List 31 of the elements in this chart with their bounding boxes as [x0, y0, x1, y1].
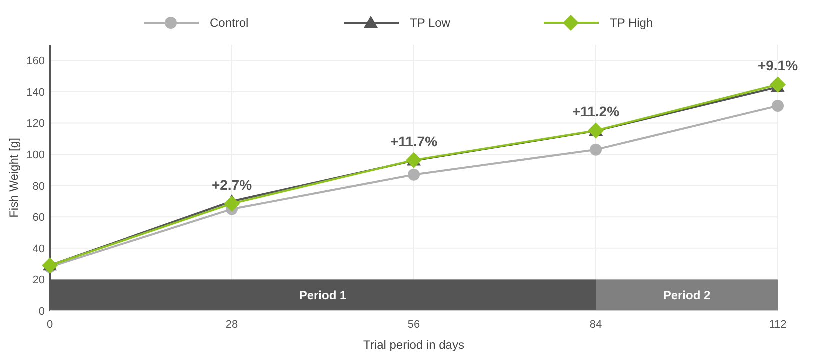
point	[224, 196, 240, 212]
y-tick-label: 0	[38, 306, 45, 318]
x-tick-label: 112	[769, 319, 787, 331]
point	[590, 144, 602, 156]
x-tick-label: 56	[408, 319, 420, 331]
legend-label: TP High	[610, 16, 654, 30]
annotation: +11.2%	[572, 104, 620, 120]
x-tick-label: 28	[226, 319, 238, 331]
annotation: +11.7%	[390, 133, 438, 150]
y-tick-label: 20	[32, 274, 45, 287]
point	[770, 76, 786, 93]
y-tick-label: 120	[26, 118, 45, 130]
y-tick-label: 40	[32, 243, 45, 256]
y-tick-label: 160	[26, 56, 45, 68]
y-tick-label: 100	[26, 150, 45, 162]
y-tick-label: 140	[26, 86, 45, 99]
y-axis-title: Fish Weight [g]	[7, 138, 21, 218]
band-label: Period 1	[299, 288, 347, 302]
legend-label: TP Low	[410, 16, 451, 30]
x-tick-label: 0	[46, 319, 54, 331]
band-label: Period 2	[663, 288, 711, 302]
x-axis-title: Trial period in days	[364, 338, 464, 352]
annotation: +9.1%	[758, 58, 799, 74]
annotation: +2.7%	[212, 176, 253, 193]
legend-label: Control	[210, 16, 249, 30]
x-tick-label: 84	[590, 319, 602, 331]
point	[408, 168, 420, 181]
point	[772, 100, 784, 112]
y-tick-label: 80	[32, 180, 45, 193]
y-tick-label: 60	[32, 212, 45, 224]
point	[42, 258, 58, 274]
